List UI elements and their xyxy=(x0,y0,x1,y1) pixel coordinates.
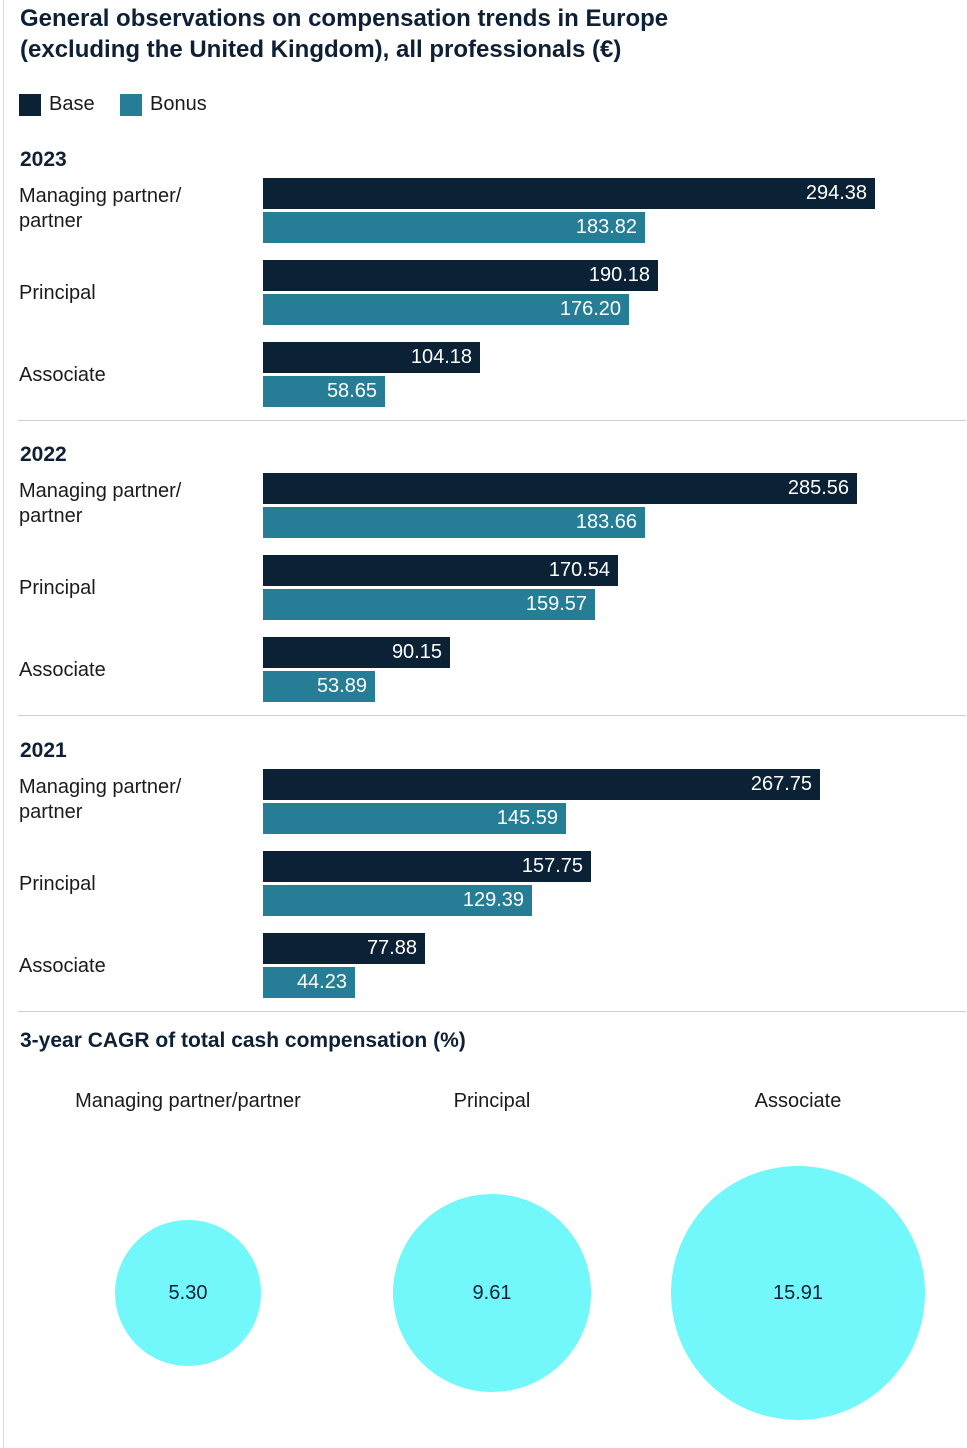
category-label: Principal xyxy=(19,576,249,601)
bar-value-label: 294.38 xyxy=(805,182,867,204)
bar-value-label: 129.39 xyxy=(462,889,524,911)
chart-title: General observations on compensation tre… xyxy=(20,3,920,65)
cagr-bubble-value: 5.30 xyxy=(168,1281,208,1304)
bar-base: 157.75 xyxy=(263,851,591,882)
bar-value-label: 183.66 xyxy=(575,511,637,533)
category-label-line: partner xyxy=(19,801,83,823)
bar-value-label: 53.89 xyxy=(316,675,367,697)
bar-value-label: 176.20 xyxy=(559,298,621,320)
bar-value-label: 170.54 xyxy=(548,559,610,581)
bar-value-label: 90.15 xyxy=(391,641,442,663)
bar-value-label: 159.57 xyxy=(525,593,587,615)
category-label: Managing partner/partner xyxy=(19,479,249,529)
legend-swatch-bonus xyxy=(120,94,142,116)
category-label: Associate xyxy=(19,363,249,388)
chart-title-line-2: (excluding the United Kingdom), all prof… xyxy=(20,36,622,63)
bar-value-label: 267.75 xyxy=(750,773,812,795)
cagr-bubble: 9.61 xyxy=(393,1194,591,1392)
cagr-bubble: 5.30 xyxy=(115,1220,261,1366)
bar-base: 77.88 xyxy=(263,933,425,964)
cagr-bubble-value: 15.91 xyxy=(772,1281,824,1304)
panel-separator xyxy=(18,715,966,716)
bar-base: 285.56 xyxy=(263,473,857,504)
bar-base: 294.38 xyxy=(263,178,875,209)
bar-bonus: 53.89 xyxy=(263,671,375,702)
category-label: Managing partner/partner xyxy=(19,184,249,234)
bar-base: 104.18 xyxy=(263,342,480,373)
bar-value-label: 285.56 xyxy=(787,477,849,499)
panel-separator xyxy=(18,1011,966,1012)
category-label-line: partner xyxy=(19,505,83,527)
bar-base: 170.54 xyxy=(263,555,618,586)
panel-separator xyxy=(18,420,966,421)
category-label-line: Managing partner/ xyxy=(19,480,182,502)
category-label-line: Principal xyxy=(19,282,96,304)
category-label-line: Principal xyxy=(19,873,96,895)
legend-label-base: Base xyxy=(49,93,95,115)
cagr-bubble-value: 9.61 xyxy=(472,1281,512,1304)
panel-year-2022: 2022 xyxy=(20,443,67,466)
bar-value-label: 183.82 xyxy=(575,216,637,238)
bar-bonus: 44.23 xyxy=(263,967,355,998)
category-label-line: Associate xyxy=(19,659,106,681)
bar-bonus: 129.39 xyxy=(263,885,532,916)
category-label: Associate xyxy=(19,954,249,979)
category-label: Associate xyxy=(19,658,249,683)
bar-base: 267.75 xyxy=(263,769,820,800)
cagr-bubble: 15.91 xyxy=(671,1166,925,1420)
cagr-category-label: Principal xyxy=(453,1090,531,1112)
bar-bonus: 176.20 xyxy=(263,294,629,325)
bar-base: 90.15 xyxy=(263,637,450,668)
bar-value-label: 44.23 xyxy=(296,971,347,993)
bar-bonus: 58.65 xyxy=(263,376,385,407)
category-label: Principal xyxy=(19,872,249,897)
bar-bonus: 145.59 xyxy=(263,803,566,834)
category-label-line: partner xyxy=(19,210,83,232)
cagr-category-label: Associate xyxy=(754,1090,842,1112)
bar-bonus: 159.57 xyxy=(263,589,595,620)
category-label: Principal xyxy=(19,281,249,306)
page-left-rule xyxy=(3,0,4,1448)
bar-bonus: 183.66 xyxy=(263,507,645,538)
panel-year-2021: 2021 xyxy=(20,739,67,762)
bar-value-label: 157.75 xyxy=(521,855,583,877)
cagr-title: 3-year CAGR of total cash compensation (… xyxy=(20,1029,466,1052)
category-label-line: Principal xyxy=(19,577,96,599)
bar-value-label: 104.18 xyxy=(410,346,472,368)
category-label-line: Managing partner/ xyxy=(19,776,182,798)
category-label-line: Associate xyxy=(19,364,106,386)
bar-value-label: 77.88 xyxy=(366,937,417,959)
legend-label-bonus: Bonus xyxy=(150,93,207,115)
bar-base: 190.18 xyxy=(263,260,658,291)
bar-value-label: 145.59 xyxy=(496,807,558,829)
bar-value-label: 190.18 xyxy=(588,264,650,286)
chart-title-line-1: General observations on compensation tre… xyxy=(20,5,669,32)
panel-year-2023: 2023 xyxy=(20,148,67,171)
bar-bonus: 183.82 xyxy=(263,212,645,243)
category-label-line: Associate xyxy=(19,955,106,977)
cagr-category-label: Managing partner/partner xyxy=(75,1090,301,1112)
legend-swatch-base xyxy=(19,94,41,116)
category-label-line: Managing partner/ xyxy=(19,185,182,207)
category-label: Managing partner/partner xyxy=(19,775,249,825)
bar-value-label: 58.65 xyxy=(326,380,377,402)
